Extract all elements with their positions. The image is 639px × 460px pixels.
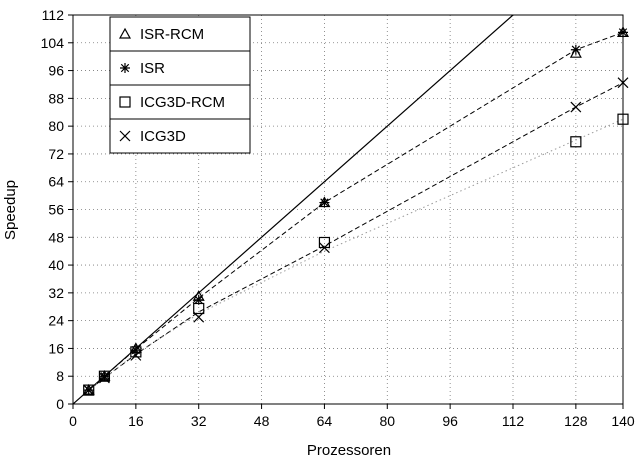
data-point-square xyxy=(570,136,582,148)
y-tick-label: 88 xyxy=(48,90,64,106)
data-point-asterisk xyxy=(319,197,330,208)
x-axis-title: Prozessoren xyxy=(307,442,391,459)
x-tick-label: 96 xyxy=(442,413,458,429)
data-point-x xyxy=(193,311,205,323)
data-point-x xyxy=(83,384,95,396)
tick-labels: 0 8 16 24 32 40 48 56 64 72 80 88 96 104 112 0 16 32 48 64 8… xyxy=(41,7,635,429)
axes xyxy=(68,14,624,409)
data-point-square xyxy=(98,370,111,382)
y-tick-label: 48 xyxy=(48,229,64,245)
legend-label: ICG3D-RCM xyxy=(140,94,225,111)
y-tick-label: 8 xyxy=(56,368,64,384)
x-tick-label: 32 xyxy=(191,413,207,429)
x-tick-label: 140 xyxy=(611,413,635,429)
data-point-x xyxy=(570,101,582,113)
y-tick-label: 72 xyxy=(48,146,64,162)
x-tick-label: 0 xyxy=(69,413,77,429)
legend-marker-x xyxy=(119,130,131,142)
legend-label: ICG3D xyxy=(140,128,186,145)
y-tick-label: 56 xyxy=(48,202,64,218)
x-tick-label: 112 xyxy=(502,413,525,429)
x-tick-label: 80 xyxy=(379,413,395,429)
data-point-x xyxy=(319,242,330,254)
data-point-x xyxy=(130,349,142,361)
legend-marker-square xyxy=(119,96,131,108)
legend-label: ISR-RCM xyxy=(140,26,204,43)
data-point-square xyxy=(193,302,205,315)
data-point-asterisk xyxy=(193,294,204,305)
data-point-asterisk xyxy=(570,44,581,55)
ideal-speedup-line xyxy=(73,15,514,404)
legend-marker-triangle xyxy=(118,27,132,39)
y-tick-label: 64 xyxy=(48,174,64,190)
y-axis-title: Speedup xyxy=(2,180,19,240)
data-point-asterisk xyxy=(130,345,141,356)
data-point-square xyxy=(83,384,95,396)
y-tick-label: 32 xyxy=(48,285,64,301)
y-tick-label: 80 xyxy=(48,118,64,134)
data-point-square xyxy=(130,346,142,358)
x-tick-label: 48 xyxy=(254,413,270,429)
x-tick-label: 64 xyxy=(317,413,333,429)
y-tick-label: 96 xyxy=(48,63,64,79)
y-tick-label: 104 xyxy=(41,35,65,51)
x-tick-label: 128 xyxy=(564,413,588,429)
legend-label: ISR xyxy=(140,60,165,77)
data-point-asterisk xyxy=(99,371,110,382)
legend: ISR-RCM ISR ICG3D-RCM ICG3D xyxy=(109,16,251,154)
y-tick-label: 0 xyxy=(56,396,64,412)
y-tick-label: 16 xyxy=(48,340,64,356)
data-point-x xyxy=(99,372,110,384)
dotted-fit-line xyxy=(88,118,624,391)
y-tick-label: 24 xyxy=(48,313,64,329)
legend-marker-asterisk xyxy=(120,63,130,73)
y-tick-label: 40 xyxy=(48,257,64,273)
x-tick-label: 16 xyxy=(128,413,144,429)
y-tick-label: 112 xyxy=(42,7,65,23)
